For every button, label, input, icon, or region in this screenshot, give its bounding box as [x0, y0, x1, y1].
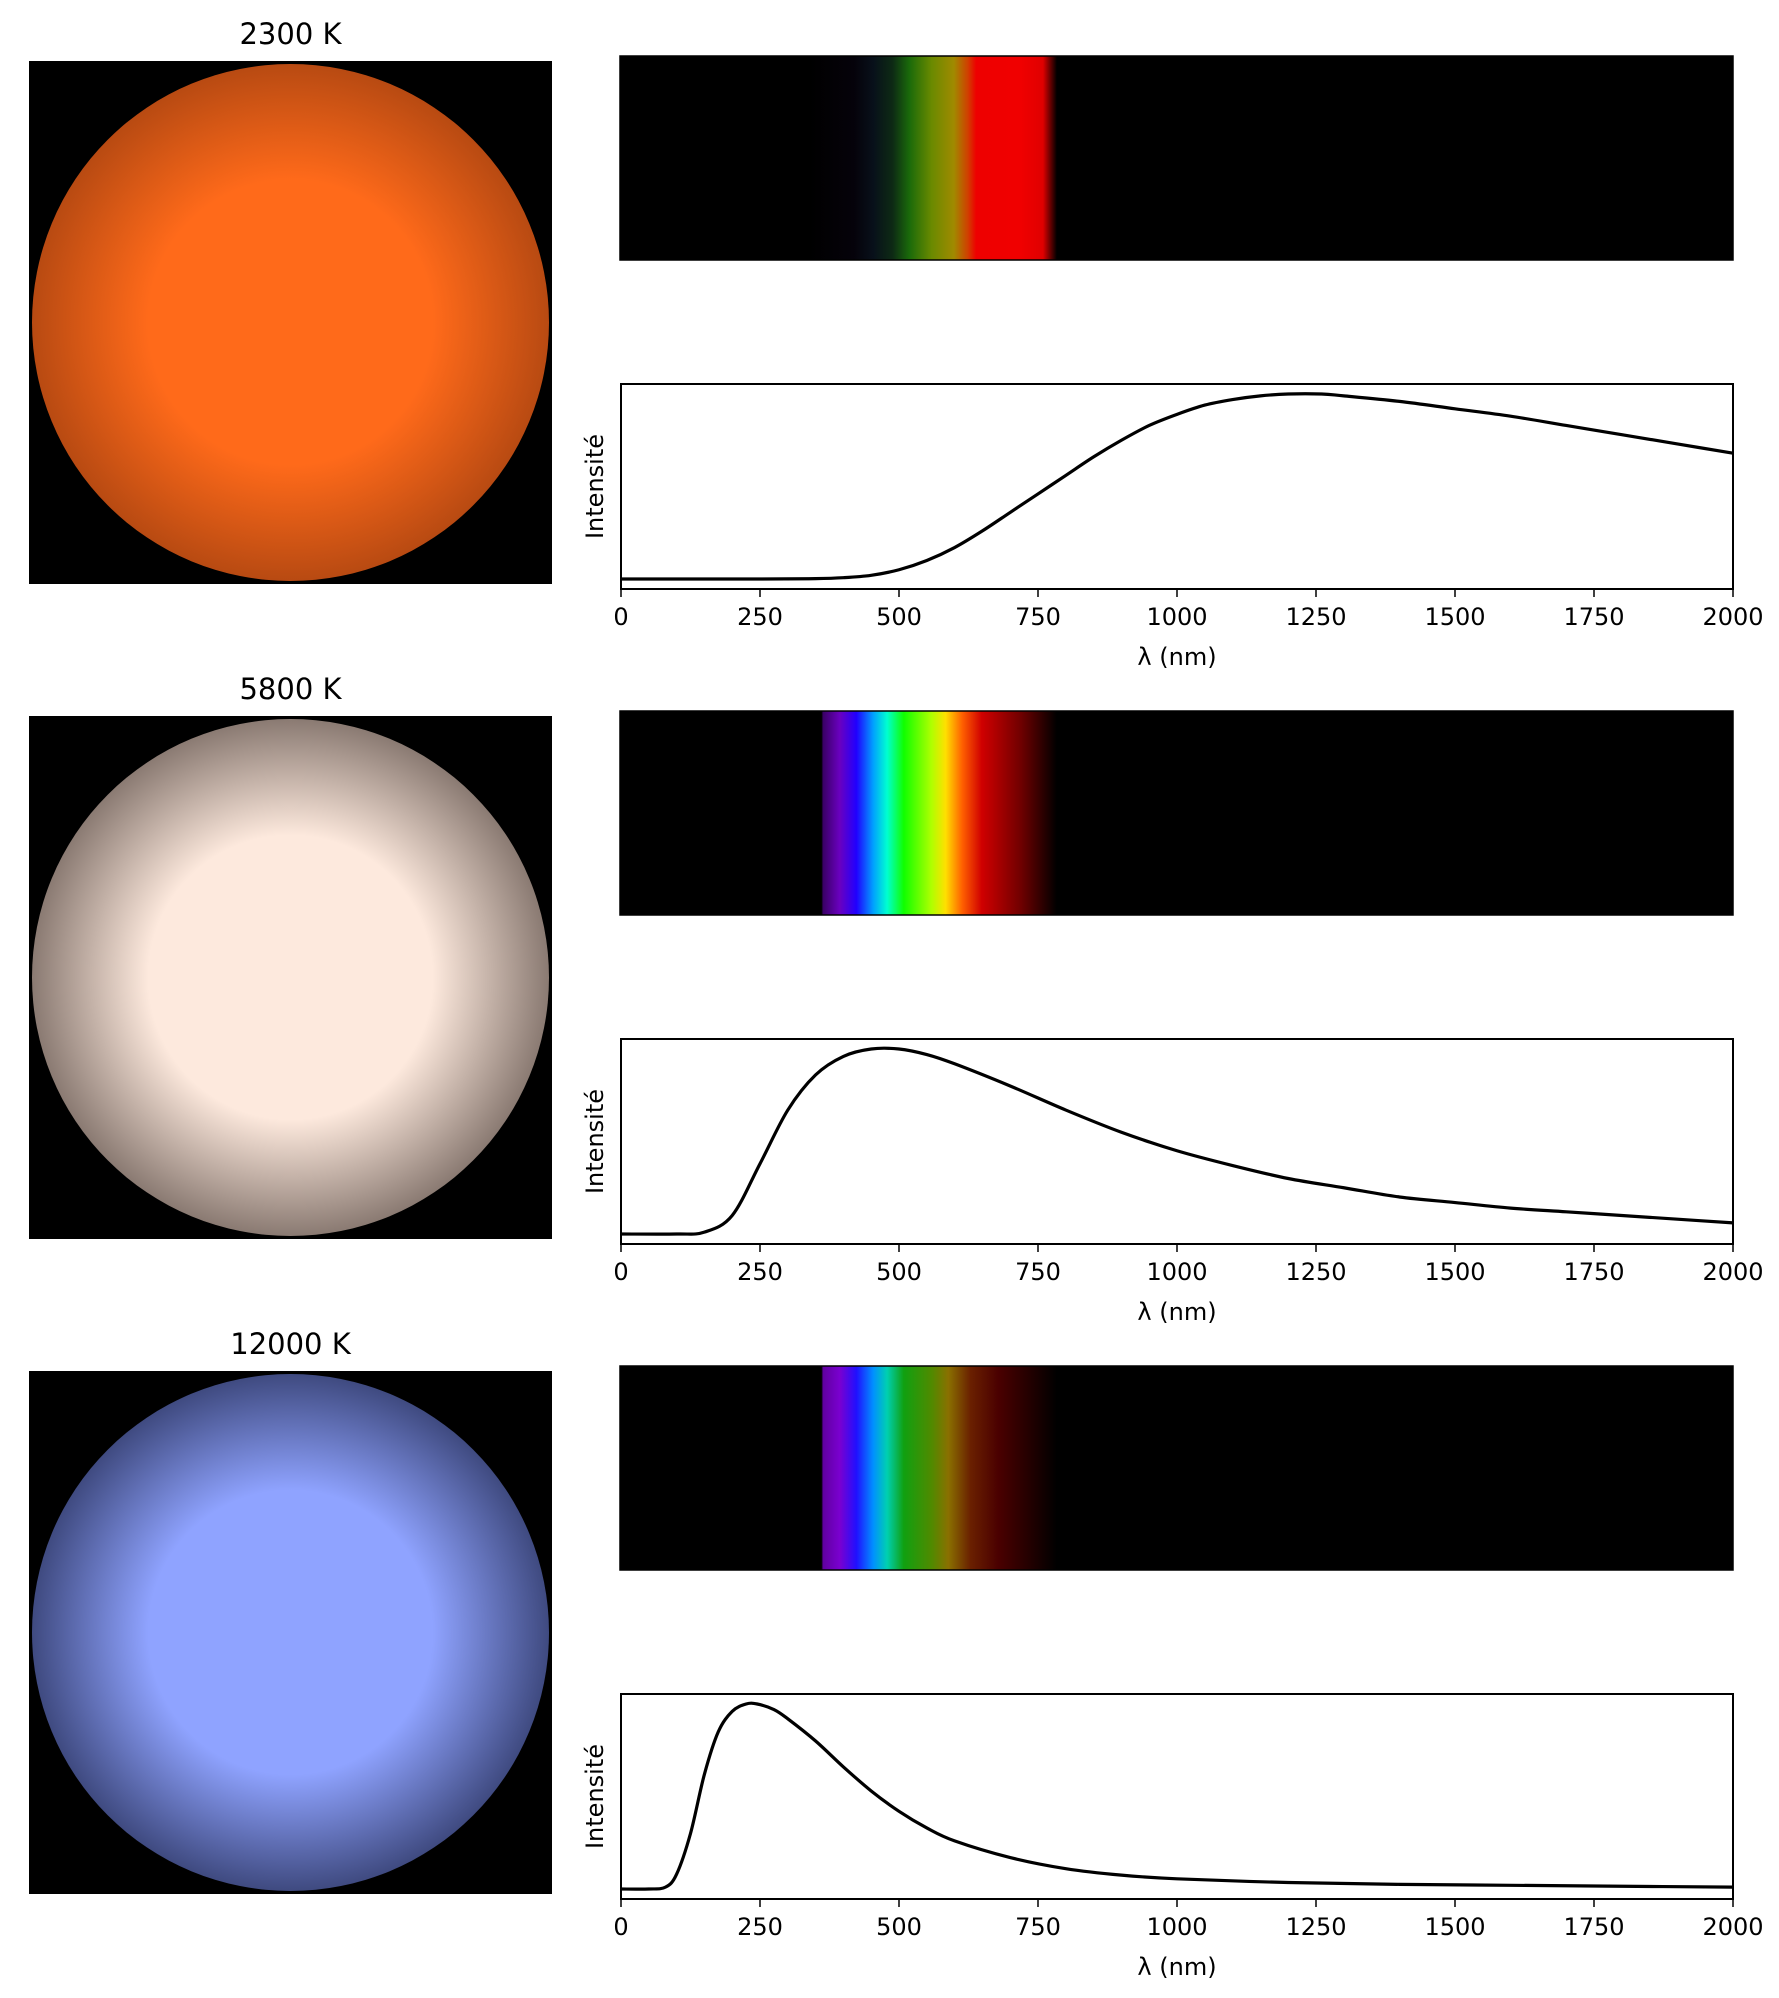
panel-title: 2300 K: [239, 17, 342, 51]
x-tick-label: 250: [737, 1258, 783, 1286]
spectrum-strip: [619, 1365, 1734, 1571]
x-axis-label: λ (nm): [1137, 1298, 1216, 1326]
intensity-curve: [620, 392, 1734, 581]
plot-frame: [620, 1693, 1734, 1900]
x-tick-label: 500: [876, 1258, 922, 1286]
spectrum-strip: [619, 55, 1734, 261]
row-12000: 12000 K 0 250 500 750 1000 1250 1500 1750 2000 λ (…: [29, 1327, 1764, 1981]
intensity-curve: [620, 1046, 1734, 1236]
panel-title: 5800 K: [239, 672, 342, 706]
x-axis-label: λ (nm): [1137, 1953, 1216, 1981]
x-tick-label: 0: [613, 1258, 628, 1286]
x-tick-label: 500: [876, 603, 922, 631]
y-axis-label: Intensité: [581, 1089, 609, 1194]
x-tick-label: 750: [1015, 603, 1061, 631]
x-tick-label: 1000: [1146, 603, 1207, 631]
y-axis-label: Intensité: [581, 1744, 609, 1849]
x-tick-label: 2000: [1702, 1258, 1763, 1286]
panel-title: 12000 K: [230, 1327, 351, 1361]
row-2300: 2300 K 0 250 500 750 1000 1250 1500 1750 2000 λ (n…: [29, 17, 1764, 671]
x-tick-label: 0: [613, 603, 628, 631]
x-tick-label: 500: [876, 1913, 922, 1941]
x-tick-label: 750: [1015, 1258, 1061, 1286]
x-tick-label: 1500: [1424, 603, 1485, 631]
x-tick-label: 1000: [1146, 1913, 1207, 1941]
x-tick-label: 1250: [1285, 1258, 1346, 1286]
x-tick-label: 1750: [1563, 1913, 1624, 1941]
x-tick-label: 0: [613, 1913, 628, 1941]
x-tick-label: 1250: [1285, 1913, 1346, 1941]
star-disk: [32, 64, 549, 581]
plot-frame: [620, 383, 1734, 590]
y-axis-label: Intensité: [581, 434, 609, 539]
row-5800: 5800 K 0 250 500 750 1000 1250 1500 1750 2000 λ (n…: [29, 672, 1764, 1326]
star-disk: [32, 719, 549, 1236]
star-disk: [32, 1374, 549, 1891]
x-tick-label: 750: [1015, 1913, 1061, 1941]
x-tick-label: 1750: [1563, 603, 1624, 631]
x-tick-label: 250: [737, 1913, 783, 1941]
x-tick-label: 1500: [1424, 1258, 1485, 1286]
x-tick-label: 1750: [1563, 1258, 1624, 1286]
x-tick-label: 1000: [1146, 1258, 1207, 1286]
x-tick-label: 1250: [1285, 603, 1346, 631]
intensity-curve: [620, 1701, 1734, 1891]
x-tick-label: 2000: [1702, 1913, 1763, 1941]
x-tick-label: 1500: [1424, 1913, 1485, 1941]
x-tick-label: 2000: [1702, 603, 1763, 631]
x-axis-label: λ (nm): [1137, 643, 1216, 671]
x-tick-label: 250: [737, 603, 783, 631]
spectrum-strip: [619, 710, 1734, 916]
